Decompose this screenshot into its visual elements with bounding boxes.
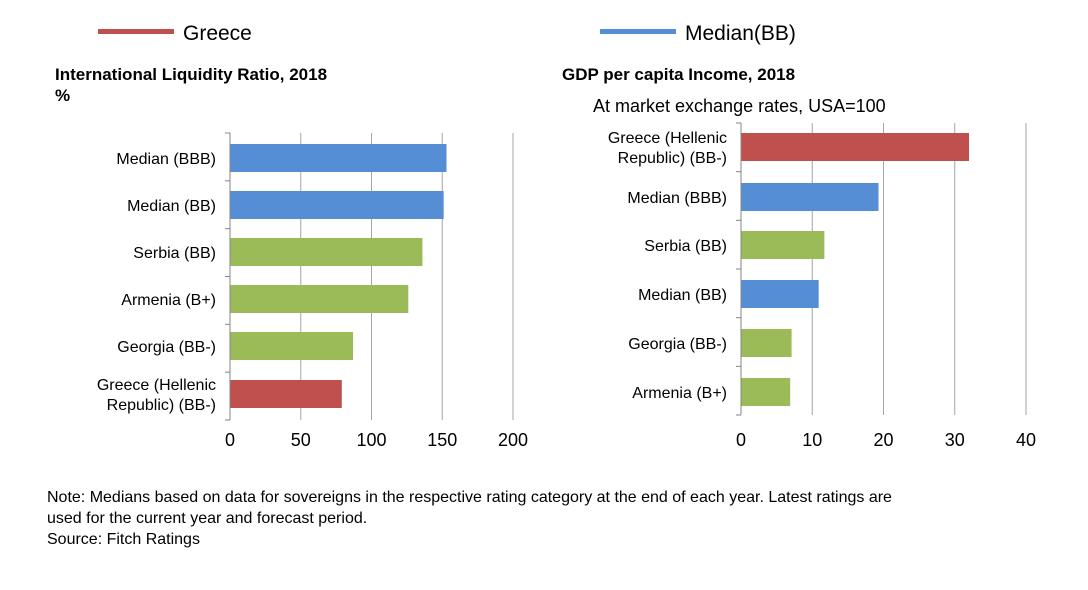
note-line-1: Note: Medians based on data for sovereig…: [47, 489, 892, 506]
panel2-bar: [741, 280, 819, 308]
panel1-category-label: Median (BB): [127, 198, 216, 215]
panel1-x-tick-label: 150: [427, 430, 457, 450]
panel2-category-label: Median (BB): [638, 287, 727, 304]
panel1-category-label: Greece (Hellenic Republic) (BB-): [97, 377, 216, 414]
footnote: Note: Medians based on data for sovereig…: [47, 487, 1047, 550]
chart-figure: Greece Median(BB) International Liquidity …: [55, 22, 1036, 450]
panel2-bar: [741, 378, 791, 406]
panel1-category-label: Median (BBB): [116, 151, 216, 168]
panel1-category-label: Georgia (BB-): [117, 339, 216, 356]
panel1-bar: [230, 380, 342, 408]
panel2-x-tick-label: 20: [873, 430, 893, 450]
panel1-subtitle: %: [55, 86, 70, 105]
note-line-2: used for the current year and forecast p…: [47, 510, 368, 527]
panel2-x-tick-label: 10: [802, 430, 822, 450]
panel1-category-label: Armenia (B+): [121, 292, 216, 309]
panel2-bar: [741, 231, 825, 259]
source-line: Source: Fitch Ratings: [47, 531, 200, 548]
panel1-x-tick-label: 50: [291, 430, 311, 450]
panel1-bar: [230, 191, 444, 219]
panel1-x-tick-label: 200: [498, 430, 528, 450]
legend-label-greece: Greece: [183, 22, 252, 45]
panel1-x-tick-label: 0: [225, 430, 235, 450]
panel1-bar: [230, 144, 447, 172]
panel1-bar: [230, 238, 423, 266]
panel2-subtitle: At market exchange rates, USA=100: [593, 96, 886, 116]
panel1-bar: [230, 332, 354, 360]
panel2-bar: [741, 183, 879, 211]
panel2-x-tick-label: 0: [736, 430, 746, 450]
panel2-x-tick-label: 40: [1016, 430, 1036, 450]
panel1-title: International Liquidity Ratio, 2018: [55, 65, 327, 84]
panel2-category-label: Greece (Hellenic Republic) (BB-): [608, 130, 727, 167]
panel1-bar: [230, 285, 409, 313]
panel1-x-tick-label: 100: [356, 430, 386, 450]
panel2-bar: [741, 133, 969, 161]
panel2-title: GDP per capita Income, 2018: [562, 65, 795, 84]
panel2-category-label: Serbia (BB): [644, 238, 727, 255]
panel2-category-label: Armenia (B+): [632, 385, 727, 402]
panel1-category-label: Serbia (BB): [133, 245, 216, 262]
legend-label-median-bb: Median(BB): [685, 22, 796, 45]
panel2-category-label: Median (BBB): [627, 190, 727, 207]
panel2-bar: [741, 329, 792, 357]
panel2-category-label: Georgia (BB-): [628, 336, 727, 353]
legend-swatch-median-bb: [600, 29, 676, 34]
legend-swatch-greece: [98, 29, 174, 34]
panel2-x-tick-label: 30: [945, 430, 965, 450]
